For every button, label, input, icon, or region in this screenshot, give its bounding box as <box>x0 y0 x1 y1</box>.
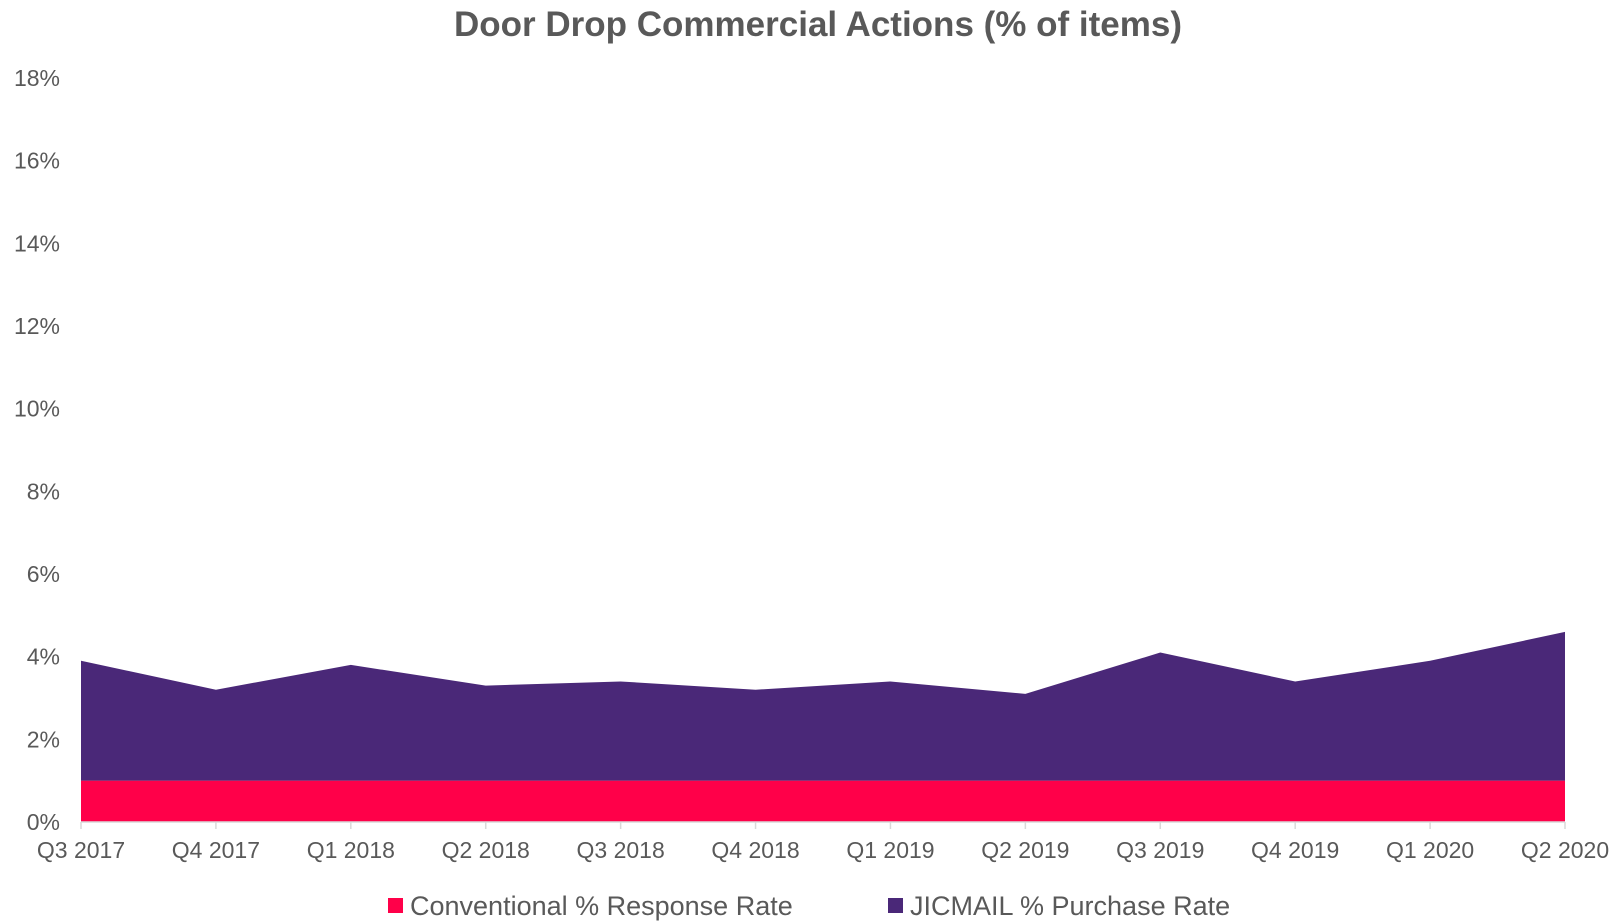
y-tick-label: 0% <box>27 809 60 835</box>
legend-label: JICMAIL % Purchase Rate <box>910 891 1230 921</box>
y-tick-label: 16% <box>14 148 60 174</box>
x-tick-label: Q1 2018 <box>307 837 395 863</box>
y-axis-ticks: 0% 2% 4% 6% 8% 10% 12% 14% 16% 18% <box>14 65 60 835</box>
x-tick-label: Q3 2018 <box>577 837 665 863</box>
y-tick-label: 18% <box>14 65 60 91</box>
y-tick-label: 10% <box>14 396 60 422</box>
y-tick-label: 8% <box>27 478 60 504</box>
legend-swatch <box>888 898 903 913</box>
legend-item-2: JICMAIL % Purchase Rate <box>888 891 1230 921</box>
area-series-1 <box>81 780 1565 822</box>
x-tick-label: Q2 2020 <box>1521 837 1609 863</box>
legend-item-1: Conventional % Response Rate <box>388 891 793 921</box>
x-tick-label: Q4 2019 <box>1251 837 1339 863</box>
x-tick-label: Q1 2020 <box>1386 837 1474 863</box>
y-tick-label: 4% <box>27 644 60 670</box>
y-tick-label: 2% <box>27 726 60 752</box>
y-tick-label: 12% <box>14 313 60 339</box>
x-tick-label: Q4 2018 <box>711 837 799 863</box>
x-axis-ticks: Q3 2017 Q4 2017 Q1 2018 Q2 2018 Q3 2018 Q4 20… <box>37 837 1609 863</box>
x-tick-label: Q3 2017 <box>37 837 125 863</box>
x-tick-label: Q3 2019 <box>1116 837 1204 863</box>
legend: Conventional % Response Rate JICMAIL % Pu… <box>388 891 1230 921</box>
chart-title: Door Drop Commercial Actions (% of items… <box>454 5 1182 44</box>
y-tick-label: 6% <box>27 561 60 587</box>
legend-swatch <box>388 898 403 913</box>
area-series-2 <box>81 631 1565 781</box>
axes <box>80 821 1566 829</box>
x-tick-label: Q1 2019 <box>846 837 934 863</box>
x-tick-label: Q4 2017 <box>172 837 260 863</box>
legend-label: Conventional % Response Rate <box>410 891 793 921</box>
y-tick-label: 14% <box>14 230 60 256</box>
x-tick-label: Q2 2019 <box>981 837 1069 863</box>
x-tick-label: Q2 2018 <box>442 837 530 863</box>
plot-areas <box>81 631 1565 822</box>
